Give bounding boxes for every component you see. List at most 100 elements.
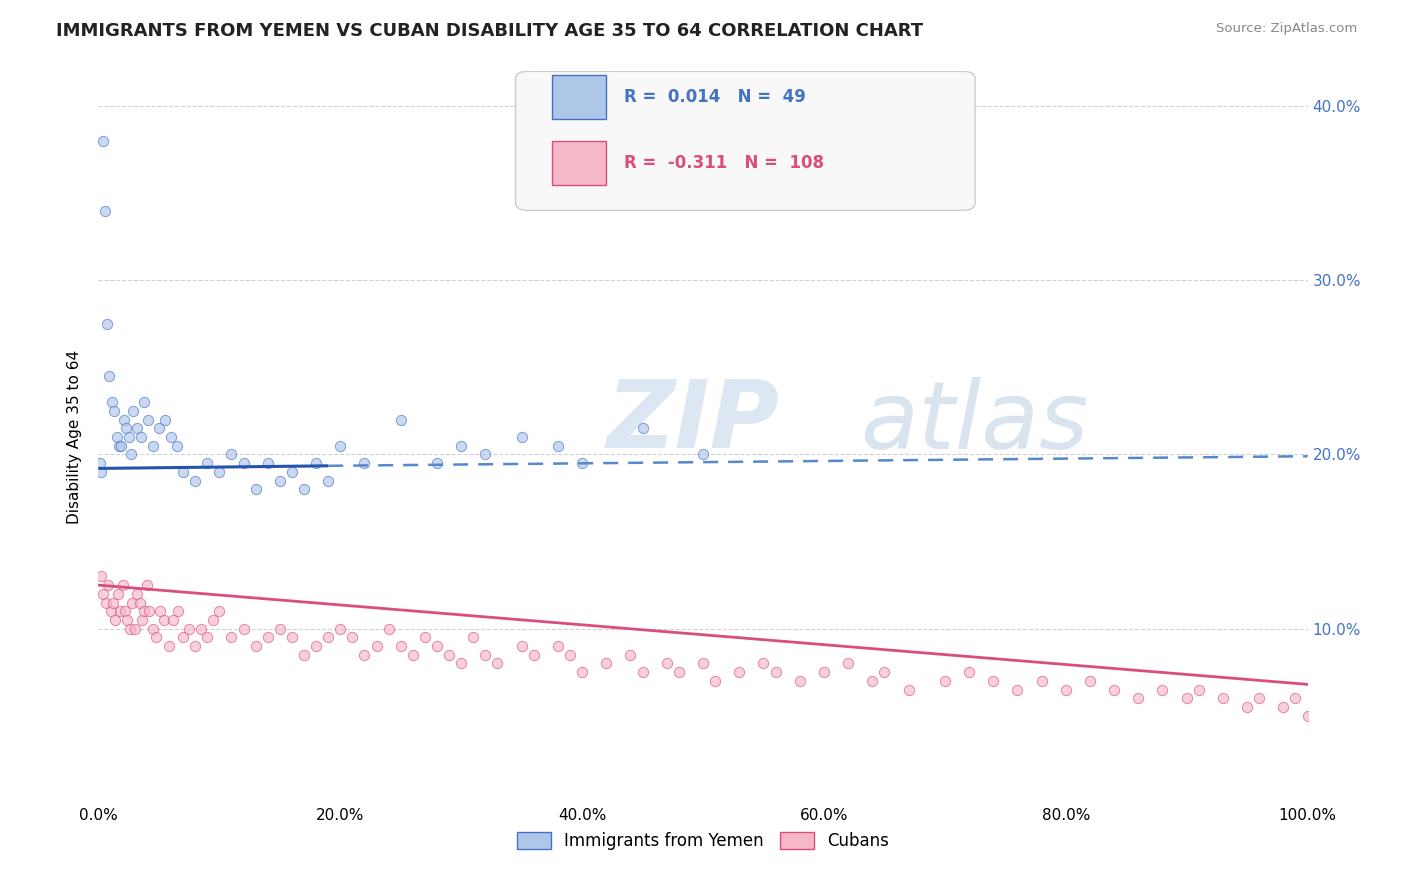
Point (692, 448, 714, 462)
Point (114, 604, 136, 618)
Point (111, 578, 134, 592)
Point (108, 604, 131, 618)
Point (131, 613, 153, 627)
Point (510, 639, 533, 653)
Point (118, 622, 141, 636)
FancyBboxPatch shape (551, 75, 606, 119)
Point (1344, 717, 1367, 731)
Point (316, 474, 339, 488)
Point (305, 639, 328, 653)
Point (437, 648, 460, 662)
Point (450, 657, 472, 671)
Point (389, 412, 412, 426)
Point (100, 604, 122, 618)
Point (1054, 682, 1077, 697)
Point (134, 395, 156, 409)
Point (149, 604, 172, 618)
Point (837, 657, 859, 671)
Point (110, 439, 132, 453)
Point (728, 665, 751, 680)
Point (1249, 691, 1271, 706)
Point (134, 604, 156, 618)
Point (957, 665, 980, 680)
Point (631, 421, 654, 435)
Point (89, 456, 111, 470)
Point (256, 631, 278, 645)
Point (108, 439, 131, 453)
Point (232, 456, 254, 470)
Point (112, 412, 135, 426)
Point (97, 578, 120, 592)
Point (98, 369, 121, 384)
Point (179, 622, 201, 636)
Point (789, 673, 811, 688)
Point (107, 587, 129, 601)
Point (292, 483, 315, 497)
Y-axis label: Disability Age 35 to 64: Disability Age 35 to 64 (67, 350, 83, 524)
Point (668, 665, 690, 680)
Point (1393, 717, 1406, 731)
Point (1212, 691, 1234, 706)
Point (94, 203, 117, 218)
Point (91, 134, 114, 148)
Point (162, 613, 184, 627)
Point (486, 657, 509, 671)
Point (148, 421, 170, 435)
Point (1296, 708, 1319, 723)
Point (221, 631, 243, 645)
Point (342, 631, 364, 645)
Point (1128, 691, 1150, 706)
Point (121, 595, 143, 609)
Point (115, 421, 138, 435)
Point (1381, 726, 1403, 740)
Point (547, 639, 569, 653)
Point (90, 465, 112, 479)
Text: R =  0.014   N =  49: R = 0.014 N = 49 (624, 88, 806, 106)
Point (631, 665, 654, 680)
Point (208, 604, 231, 618)
Point (145, 631, 167, 645)
Text: Source: ZipAtlas.com: Source: ZipAtlas.com (1216, 22, 1357, 36)
Point (269, 474, 291, 488)
Point (353, 648, 375, 662)
Point (124, 622, 146, 636)
Point (120, 448, 142, 462)
Point (104, 613, 127, 627)
Point (463, 631, 485, 645)
Point (1078, 673, 1101, 688)
Point (655, 657, 678, 671)
Point (1309, 708, 1331, 723)
Point (305, 456, 328, 470)
Point (101, 595, 124, 609)
Point (90, 569, 112, 583)
Point (202, 613, 225, 627)
Point (281, 465, 304, 479)
Point (389, 639, 412, 653)
Point (1236, 700, 1258, 714)
Point (1175, 691, 1198, 706)
Point (1333, 708, 1355, 723)
Point (208, 465, 231, 479)
Point (122, 404, 145, 418)
Point (172, 631, 194, 645)
Legend: Immigrants from Yemen, Cubans: Immigrants from Yemen, Cubans (510, 825, 896, 856)
Point (366, 639, 388, 653)
Point (105, 430, 128, 444)
Point (136, 412, 159, 426)
Point (269, 622, 291, 636)
Point (765, 665, 787, 680)
Point (523, 648, 546, 662)
Point (1102, 682, 1125, 697)
Point (619, 648, 641, 662)
Point (1031, 673, 1053, 688)
Point (353, 456, 375, 470)
Point (127, 587, 149, 601)
Point (117, 613, 139, 627)
Point (138, 604, 160, 618)
Point (474, 448, 496, 462)
Point (752, 657, 775, 671)
Point (897, 682, 920, 697)
Point (292, 648, 315, 662)
Text: IMMIGRANTS FROM YEMEN VS CUBAN DISABILITY AGE 35 TO 64 CORRELATION CHART: IMMIGRANTS FROM YEMEN VS CUBAN DISABILIT… (56, 22, 924, 40)
Point (558, 648, 581, 662)
